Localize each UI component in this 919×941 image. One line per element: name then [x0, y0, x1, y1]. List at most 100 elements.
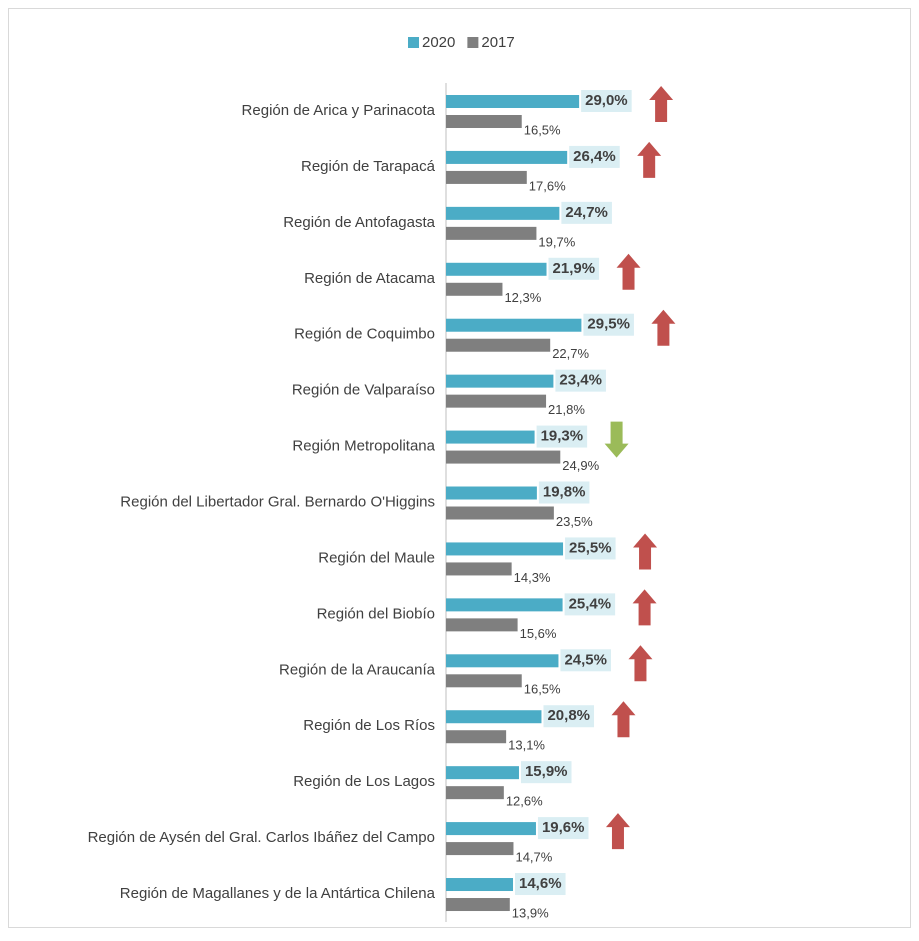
bar — [446, 786, 504, 800]
legend-label: 2020 — [422, 34, 455, 51]
category-label: Región de Valparaíso — [292, 382, 435, 399]
label-background — [538, 481, 590, 504]
data-label: 13,1% — [508, 738, 545, 753]
bar — [446, 898, 510, 912]
category-label: Región de Tarapacá — [301, 158, 436, 175]
bar — [446, 822, 536, 836]
category-label: Región de Coquimbo — [294, 326, 435, 343]
bar — [446, 842, 514, 856]
label-background — [548, 257, 600, 280]
label-background — [555, 369, 606, 392]
data-label: 25,5% — [569, 539, 612, 556]
data-label: 12,3% — [504, 290, 541, 305]
bar — [446, 115, 522, 128]
trend-arrow — [616, 253, 641, 290]
bar — [446, 878, 514, 892]
data-label: 21,8% — [548, 402, 585, 417]
bar — [446, 374, 554, 388]
bar — [446, 654, 559, 668]
legend-swatch — [408, 37, 419, 48]
data-label: 14,6% — [519, 875, 562, 892]
data-label: 16,5% — [524, 682, 561, 697]
data-label: 13,9% — [512, 905, 549, 920]
label-background — [560, 649, 612, 672]
legend-label: 2017 — [481, 34, 514, 51]
data-label: 24,9% — [562, 458, 599, 473]
bar — [446, 95, 580, 108]
bar — [446, 506, 554, 520]
label-background — [583, 313, 634, 336]
bar — [446, 226, 537, 240]
trend-arrow — [633, 533, 658, 570]
trend-arrow — [611, 701, 636, 738]
data-label: 29,0% — [585, 92, 628, 109]
bar — [446, 710, 542, 724]
category-label: Región de Los Ríos — [303, 717, 435, 734]
label-background — [569, 145, 620, 168]
category-label: Región de Atacama — [304, 270, 436, 287]
category-label: Región del Maule — [318, 549, 435, 566]
label-background — [564, 593, 616, 616]
data-label: 25,4% — [569, 595, 612, 612]
data-label: 15,9% — [525, 763, 568, 780]
data-label: 14,3% — [514, 570, 551, 585]
category-label: Región de Magallanes y de la Antártica C… — [120, 885, 436, 902]
trend-arrow — [637, 141, 662, 178]
data-label: 19,7% — [538, 234, 575, 249]
bar — [446, 262, 547, 276]
data-label: 24,7% — [565, 204, 608, 221]
trend-arrow — [605, 813, 630, 850]
category-label: Región de la Araucanía — [279, 661, 436, 678]
bar — [446, 170, 527, 184]
data-label: 19,6% — [542, 819, 585, 836]
legend-swatch — [467, 37, 479, 48]
category-label: Región de Antofagasta — [283, 214, 435, 231]
bar — [446, 542, 564, 556]
bar — [446, 318, 582, 332]
data-label: 23,4% — [559, 372, 602, 389]
data-label: 12,6% — [506, 794, 543, 809]
data-label: 16,5% — [524, 122, 561, 137]
bar — [446, 394, 547, 408]
data-label: 17,6% — [529, 178, 566, 193]
category-label: Región del Biobío — [317, 605, 435, 622]
category-label: Región de Los Lagos — [293, 773, 435, 790]
category-label: Región de Aysén del Gral. Carlos Ibáñez … — [88, 829, 435, 846]
label-background — [581, 90, 632, 112]
bar — [446, 562, 512, 576]
bar — [446, 338, 551, 352]
bar — [446, 730, 507, 744]
bar — [446, 486, 537, 500]
bar — [446, 598, 563, 612]
bar — [446, 674, 522, 688]
bar — [446, 450, 561, 464]
data-label: 24,5% — [564, 651, 607, 668]
data-label: 19,3% — [541, 428, 584, 445]
data-label: 26,4% — [573, 148, 616, 165]
label-background — [561, 201, 612, 224]
label-background — [536, 425, 588, 448]
data-label: 15,6% — [520, 626, 557, 641]
bar — [446, 282, 503, 296]
bar — [446, 766, 519, 780]
data-label: 29,5% — [587, 316, 630, 333]
data-label: 23,5% — [556, 514, 593, 529]
trend-arrow — [649, 86, 674, 122]
bar — [446, 618, 518, 632]
trend-arrow — [632, 589, 657, 626]
category-label: Región de Arica y Parinacota — [242, 102, 436, 119]
bar — [446, 430, 535, 444]
data-label: 19,8% — [543, 483, 586, 500]
data-label: 14,7% — [515, 850, 552, 865]
bar — [446, 206, 560, 220]
label-background — [520, 761, 572, 784]
category-label: Región del Libertador Gral. Bernardo O'H… — [120, 493, 435, 510]
label-background — [543, 705, 595, 728]
trend-arrow — [651, 309, 676, 346]
data-label: 20,8% — [547, 707, 590, 724]
label-background — [565, 537, 616, 560]
trend-arrow — [628, 645, 653, 682]
bar — [446, 150, 568, 164]
data-label: 22,7% — [552, 346, 589, 361]
